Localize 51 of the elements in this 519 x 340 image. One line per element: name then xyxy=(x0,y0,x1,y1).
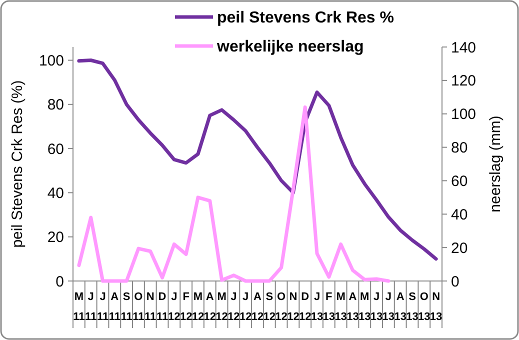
x-tick-label: N 11 xyxy=(144,291,156,323)
x-tick-label: S 11 xyxy=(120,291,132,323)
x-tick-label: J 12 xyxy=(168,291,180,323)
y2-tick-label: 20 xyxy=(451,240,468,257)
x-tick-label: M 12 xyxy=(192,291,204,323)
x-tick-label: F 12 xyxy=(180,291,192,323)
x-tick-label: D 12 xyxy=(298,291,312,323)
x-tick-label: A 11 xyxy=(108,291,120,323)
x-tick-label: S 12 xyxy=(263,291,276,323)
legend-label: peil Stevens Crk Res % xyxy=(217,10,394,27)
x-tick-label: F 13 xyxy=(322,291,336,323)
x-tick-label: M 13 xyxy=(358,291,371,323)
x-tick-label: A 12 xyxy=(204,291,216,323)
x-tick-label: J 12 xyxy=(228,291,240,323)
x-tick-label: A 12 xyxy=(251,291,264,323)
y2-axis-title: neerslag (mm) xyxy=(487,116,504,212)
x-tick-label: O 12 xyxy=(275,291,288,323)
x-tick-label: J 13 xyxy=(310,291,324,323)
y2-tick-label: 40 xyxy=(451,206,468,224)
y-tick-label: 20 xyxy=(47,229,64,246)
x-tick-label: A 13 xyxy=(394,291,406,323)
y-tick-label: 100 xyxy=(38,52,64,70)
x-tick-label: M 12 xyxy=(216,291,228,323)
x-tick-label: J 13 xyxy=(370,291,383,323)
y-tick-label: 0 xyxy=(56,273,64,290)
x-tick-label: J 13 xyxy=(382,291,395,323)
y2-tick-label: 100 xyxy=(451,106,476,124)
y-tick-label: 80 xyxy=(47,96,64,114)
x-tick-label: M 13 xyxy=(334,291,347,323)
x-tick-label: J 11 xyxy=(85,291,97,323)
x-tick-label: O 11 xyxy=(132,291,144,323)
x-tick-label: J 12 xyxy=(239,291,252,323)
y2-tick-label: 0 xyxy=(451,273,460,290)
y2-tick-label: 140 xyxy=(451,39,476,56)
x-tick-label: A 13 xyxy=(346,291,359,323)
x-tick-label: S 13 xyxy=(406,291,418,323)
y-tick-label: 60 xyxy=(47,140,64,158)
y2-tick-label: 80 xyxy=(451,140,468,157)
x-tick-label: D 11 xyxy=(156,291,168,323)
x-tick-label: O 13 xyxy=(418,291,430,323)
x-tick-label: M 11 xyxy=(73,291,85,323)
line-series xyxy=(77,105,390,283)
y2-tick-label: 60 xyxy=(451,172,468,190)
x-tick-label: N 13 xyxy=(430,291,442,323)
y-tick-label: 40 xyxy=(47,184,64,202)
y2-tick-label: 120 xyxy=(451,72,476,90)
y-axis-title: peil Stevens Crk Res (%) xyxy=(9,80,26,248)
x-tick-label: N 12 xyxy=(287,291,300,323)
line-series xyxy=(77,58,438,261)
legend-label: werkelijke neerslag xyxy=(216,38,364,56)
x-tick-label: J 11 xyxy=(96,291,109,323)
